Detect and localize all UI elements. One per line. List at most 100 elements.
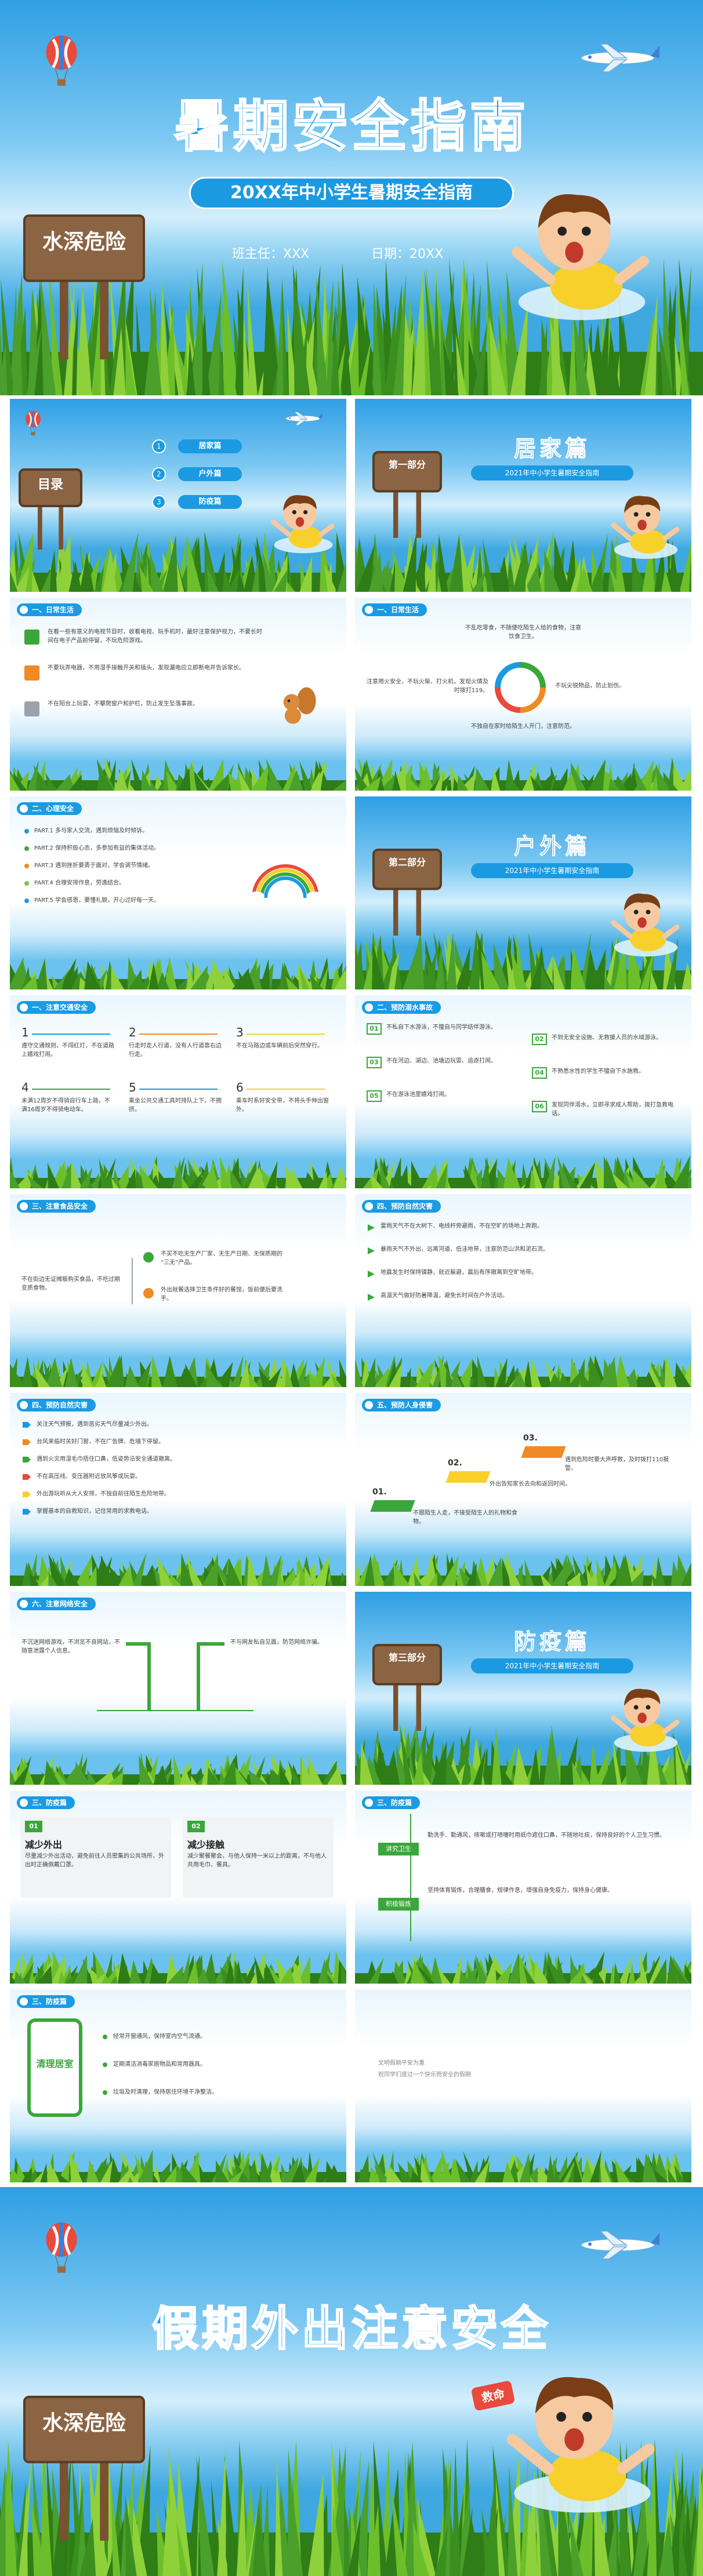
toc-num: 1: [152, 439, 166, 453]
item-text: 发现同伴溺水，立即寻求成人帮助，拨打急救电话。: [552, 1102, 673, 1117]
item-text: 遇到火灾用湿毛巾捂住口鼻，低姿势沿安全通道撤离。: [37, 1456, 176, 1462]
card: [183, 1817, 334, 1898]
item-text: 乘车时系好安全带，不将头手伸出窗外。: [236, 1098, 329, 1113]
grass: [10, 1355, 346, 1387]
item-text: 不在游泳池里嬉戏打闹。: [386, 1091, 450, 1098]
item-rule: [139, 1089, 218, 1090]
slide: 一、注意交通安全 1 遵守交通规则，不闯红灯，不在道路上嬉戏打闹。 2 行走时走人行道，…: [10, 995, 346, 1188]
slide-heading: 三、防疫篇: [362, 1796, 421, 1809]
marker: [23, 1474, 31, 1480]
slide: 三、注意食品安全 不在街边无证摊贩购买食品，不吃过期变质食物。 不买不吃无生产厂家、…: [10, 1194, 346, 1387]
title: 暑期安全指南: [173, 93, 529, 160]
marker: [23, 1439, 31, 1445]
slide: 文明假期平安为重 祝同学们度过一个快乐而安全的假期: [355, 1989, 691, 2182]
item-text: 乘坐公共交通工具时排队上下，不拥挤。: [129, 1098, 222, 1113]
slide-heading: 二、预防溺水事故: [362, 1001, 441, 1014]
item-rule: [32, 1034, 110, 1035]
icon: [24, 665, 39, 681]
item-text: PART.3 遇到挫折要勇于面对，学会调节情绪。: [34, 863, 154, 869]
grass: [10, 2149, 346, 2182]
card-title: 减少外出: [25, 1839, 63, 1850]
grass: [10, 1752, 346, 1785]
bullet: [24, 881, 29, 886]
slide: 二、心理安全 PART.1 多与家人交流，遇到烦恼及时倾诉。 PART.2 保持积极…: [10, 796, 346, 989]
sign-board: [372, 849, 442, 936]
card-text: 减少聚餐聚会，与他人保持一米以上的距离，不与他人共用毛巾、餐具。: [187, 1853, 327, 1868]
item-rule: [247, 1034, 325, 1035]
slide-heading: 三、注意食品安全: [17, 1200, 96, 1213]
item-num: 6: [236, 1080, 244, 1094]
bullet: [24, 829, 29, 834]
item-text: PART.4 合理安排作息，劳逸结合。: [34, 880, 125, 886]
slide: 三、防疫篇 清理居室 经常开窗通风，保持室内空气流通。 定期清洁消毒家居物品和常用器具…: [10, 1989, 346, 2182]
boy: [611, 893, 680, 957]
sign-board: [23, 214, 145, 359]
item-text: 不与网友私自见面，防范网络诈骗。: [230, 1639, 323, 1646]
slide: 二、预防溺水事故 01 不私自下水游泳，不擅自与同学结伴游泳。 02 不到无安全设施、无…: [355, 995, 691, 1188]
slide-heading: 三、防疫篇: [17, 1995, 75, 2008]
grass: [355, 2149, 691, 2182]
marker: [23, 1491, 31, 1497]
item-num: 04: [532, 1067, 547, 1079]
item-text: 不私自下水游泳，不擅自与同学结伴游泳。: [386, 1024, 497, 1031]
subtitle-banner: 20XX年中小学生暑期安全指南: [189, 177, 514, 209]
item-text: 不买不吃无生产厂家、无生产日期、无保质期的“三无”产品。: [161, 1251, 282, 1266]
card-num: 02: [187, 1821, 205, 1832]
boy: [611, 496, 680, 559]
ending-text: 文明假期平安为重: [378, 2060, 425, 2066]
card-num: 01: [25, 1821, 42, 1832]
item-text: 不沉迷网络游戏，不浏览不良网站，不随意泄露个人信息。: [21, 1639, 120, 1654]
sign-board: [19, 468, 82, 550]
item-text: 不要玩弄电器，不用湿手接触开关和插头，发现漏电应立即断电并告诉家长。: [48, 665, 245, 671]
grass: [355, 929, 691, 989]
item-rule: [139, 1034, 218, 1035]
balloon: [46, 35, 77, 86]
slide-heading: 六、注意网络安全: [17, 1598, 96, 1610]
phone: [27, 2018, 82, 2117]
part-subtitle: 2021年中小学生暑期安全指南: [471, 1658, 633, 1673]
balloon: [26, 410, 41, 435]
icon: [24, 630, 39, 645]
grass: [355, 1951, 691, 1984]
sign-board: [372, 1644, 442, 1731]
item-text: 外出游玩听从大人安排，不独自前往陌生危险地带。: [37, 1491, 170, 1497]
slide: 目录 1 居家篇 2 户外篇 3 防疫篇: [10, 399, 346, 592]
sign-text: 水深危险: [42, 2411, 126, 2435]
item-text: 不在河边、湖边、池塘边玩耍、追逐打闹。: [386, 1058, 497, 1064]
step-num: 02.: [448, 1458, 462, 1468]
item-rule: [32, 1089, 110, 1090]
slide: 第一部分 居家篇 2021年中小学生暑期安全指南: [355, 399, 691, 592]
slide-heading: 三、防疫篇: [17, 1796, 75, 1809]
date: 日期：20XX: [371, 247, 444, 261]
bullet: [103, 2090, 107, 2095]
step: [445, 1471, 491, 1483]
marker: [368, 1294, 375, 1301]
grass: [355, 1724, 691, 1785]
timeline: [410, 1814, 411, 1941]
bullet: [103, 2035, 107, 2039]
hero-slide: 暑期安全指南 20XX年中小学生暑期安全指南 班主任：XXX 日期：20XX 水深危险: [0, 0, 703, 395]
item-text: 不在高压线、变压器附近放风筝或玩耍。: [37, 1473, 141, 1480]
balloon: [46, 2222, 77, 2273]
item-text: 不在阳台上玩耍，不攀爬窗户和护栏，防止发生坠落事故。: [48, 701, 198, 707]
step-num: 01.: [372, 1487, 387, 1497]
item-num: 4: [21, 1080, 29, 1094]
sign-text: 水深危险: [42, 230, 126, 254]
bullet: [24, 864, 29, 868]
toc-title: 目录: [37, 478, 63, 492]
phone-label: 清理居室: [36, 2058, 74, 2069]
card-title: 减少接触: [187, 1839, 225, 1850]
row-label: 讲究卫生: [378, 1843, 419, 1855]
slide: 第二部分 户外篇 2021年中小学生暑期安全指南: [355, 796, 691, 989]
item-num: 01: [367, 1023, 382, 1035]
part-subtitle: 2021年中小学生暑期安全指南: [471, 465, 633, 481]
item-rule: [247, 1089, 325, 1090]
item-text: 不熟悉水性的学生不擅自下水施救。: [552, 1068, 644, 1075]
grass: [10, 1553, 346, 1586]
slide: 第三部分 防疫篇 2021年中小学生暑期安全指南: [355, 1592, 691, 1785]
row-text: 勤洗手、勤通风，咳嗽或打喷嚏时用纸巾遮住口鼻，不随地吐痰，保持良好的个人卫生习惯…: [427, 1832, 665, 1839]
item-text: 遵守交通规则，不闯红灯，不在道路上嬉戏打闹。: [21, 1043, 114, 1058]
hero-slide: 假期外出注意安全 水深危险 救命: [0, 2187, 703, 2576]
item-num: 5: [129, 1080, 136, 1094]
slide-heading: 四、预防自然灾害: [362, 1200, 441, 1213]
